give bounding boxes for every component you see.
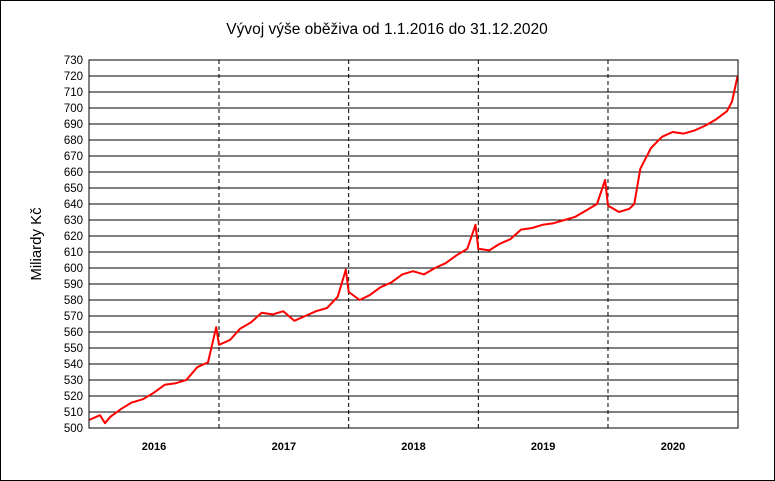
y-tick-570: 570: [64, 311, 83, 323]
x-tick-2017: 2017: [272, 441, 296, 453]
y-tick-620: 620: [64, 231, 83, 243]
y-tick-730: 730: [64, 55, 83, 67]
y-tick-630: 630: [64, 215, 83, 227]
year-separators: [218, 60, 609, 428]
y-tick-710: 710: [64, 87, 83, 99]
x-tick-2016: 2016: [142, 441, 166, 453]
x-tick-2018: 2018: [401, 441, 425, 453]
x-tick-2020: 2020: [661, 441, 685, 453]
y-tick-720: 720: [64, 71, 83, 83]
y-tick-540: 540: [64, 359, 83, 371]
y-tick-640: 640: [64, 199, 83, 211]
y-tick-550: 550: [64, 343, 83, 355]
y-tick-500: 500: [64, 423, 83, 435]
y-axis-label: Miliardy Kč: [28, 207, 45, 281]
y-tick-510: 510: [64, 407, 83, 419]
y-tick-530: 530: [64, 375, 83, 387]
plot-area-border: [88, 59, 739, 429]
x-tick-2019: 2019: [531, 441, 555, 453]
y-tick-700: 700: [64, 103, 83, 115]
y-tick-610: 610: [64, 247, 83, 259]
y-tick-660: 660: [64, 167, 83, 179]
y-tick-560: 560: [64, 327, 83, 339]
y-tick-520: 520: [64, 391, 83, 403]
y-tick-680: 680: [64, 135, 83, 147]
grid-layer: [89, 59, 738, 429]
chart-title: Vývoj výše oběživa od 1.1.2016 do 31.12.…: [226, 21, 548, 38]
y-tick-690: 690: [64, 119, 83, 131]
y-tick-580: 580: [64, 295, 83, 307]
y-tick-600: 600: [64, 263, 83, 275]
series-line-0: [88, 75, 739, 425]
y-tick-670: 670: [64, 151, 83, 163]
series-layer: [88, 75, 739, 425]
y-tick-590: 590: [64, 279, 83, 291]
x-tick-labels: 2016 2017 2018 2019 2020: [142, 441, 685, 453]
y-tick-labels: 500 510 520 530 540 550 560 570 580 590 600 610 620 6…: [64, 55, 83, 435]
y-tick-650: 650: [64, 183, 83, 195]
